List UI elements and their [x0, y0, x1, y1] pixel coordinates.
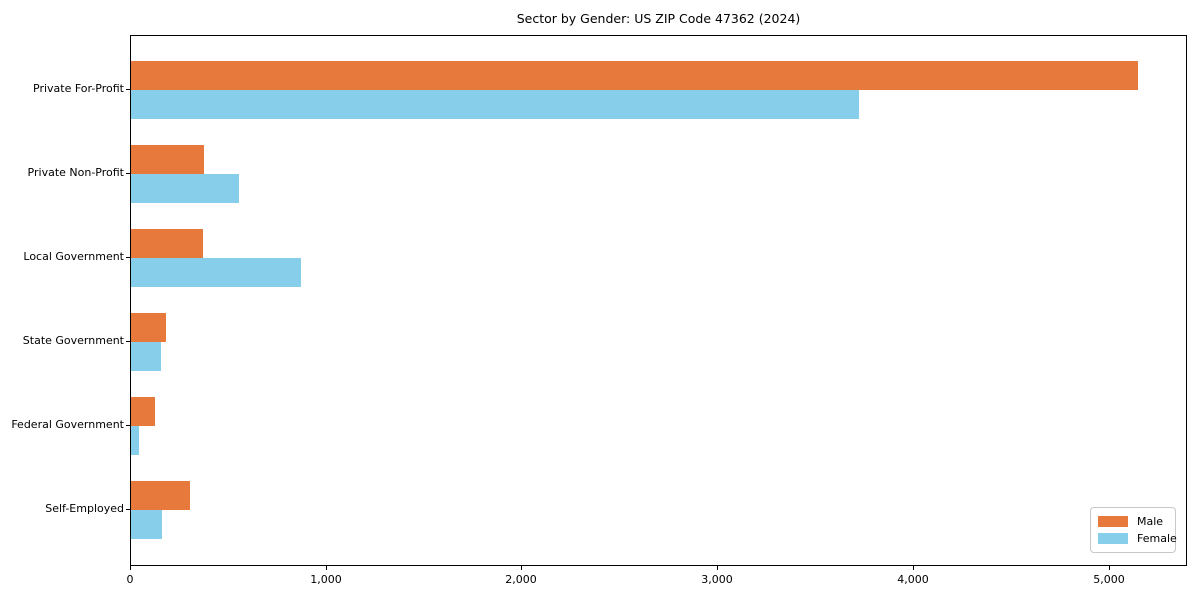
legend-female-swatch — [1098, 533, 1128, 544]
legend-female-label: Female — [1137, 532, 1177, 545]
x-tick-mark — [130, 566, 131, 570]
x-tick-label-3000: 3,000 — [701, 573, 733, 586]
y-tick-mark — [126, 425, 130, 426]
bar-male-state-government — [131, 313, 166, 342]
y-tick-mark — [126, 173, 130, 174]
x-tick-mark — [326, 566, 327, 570]
x-tick-mark — [913, 566, 914, 570]
y-tick-label-state-government: State Government — [22, 334, 124, 347]
y-tick-mark — [126, 509, 130, 510]
x-tick-label-2000: 2,000 — [505, 573, 537, 586]
x-tick-label-4000: 4,000 — [897, 573, 929, 586]
y-tick-label-private-non-profit: Private Non-Profit — [27, 166, 124, 179]
y-tick-mark — [126, 89, 130, 90]
legend-entry-male: Male — [1098, 514, 1168, 529]
y-tick-label-federal-government: Federal Government — [11, 418, 124, 431]
legend-male-label: Male — [1137, 515, 1164, 528]
x-tick-mark — [1109, 566, 1110, 570]
bar-male-federal-government — [131, 397, 155, 426]
legend-entry-female: Female — [1098, 531, 1177, 546]
bar-male-private-for-profit — [131, 61, 1138, 90]
x-tick-mark — [717, 566, 718, 570]
y-tick-mark — [126, 341, 130, 342]
bar-male-local-government — [131, 229, 203, 258]
bar-female-state-government — [131, 342, 161, 371]
bar-female-self-employed — [131, 510, 162, 539]
bar-male-self-employed — [131, 481, 190, 510]
bar-female-federal-government — [131, 426, 139, 455]
legend: Male Female — [1090, 507, 1177, 553]
bar-male-private-non-profit — [131, 145, 204, 174]
bar-female-local-government — [131, 258, 301, 287]
chart-title: Sector by Gender: US ZIP Code 47362 (202… — [516, 11, 801, 26]
y-tick-label-private-for-profit: Private For-Profit — [33, 82, 124, 95]
plot-area — [130, 35, 1187, 566]
x-tick-mark — [521, 566, 522, 570]
bar-female-private-for-profit — [131, 90, 859, 119]
y-tick-label-local-government: Local Government — [23, 250, 124, 263]
x-tick-label-5000: 5,000 — [1093, 573, 1125, 586]
x-tick-label-1000: 1,000 — [310, 573, 342, 586]
y-tick-label-self-employed: Self-Employed — [45, 502, 124, 515]
bar-female-private-non-profit — [131, 174, 239, 203]
legend-male-swatch — [1098, 516, 1128, 527]
y-tick-mark — [126, 257, 130, 258]
x-tick-label-0: 0 — [126, 573, 134, 586]
